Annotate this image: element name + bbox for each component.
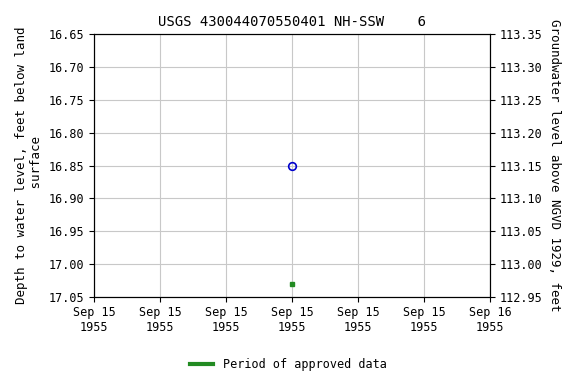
Title: USGS 430044070550401 NH-SSW    6: USGS 430044070550401 NH-SSW 6 bbox=[158, 15, 426, 29]
Y-axis label: Depth to water level, feet below land
 surface: Depth to water level, feet below land su… bbox=[15, 27, 43, 304]
Legend: Period of approved data: Period of approved data bbox=[185, 354, 391, 376]
Y-axis label: Groundwater level above NGVD 1929, feet: Groundwater level above NGVD 1929, feet bbox=[548, 19, 561, 312]
